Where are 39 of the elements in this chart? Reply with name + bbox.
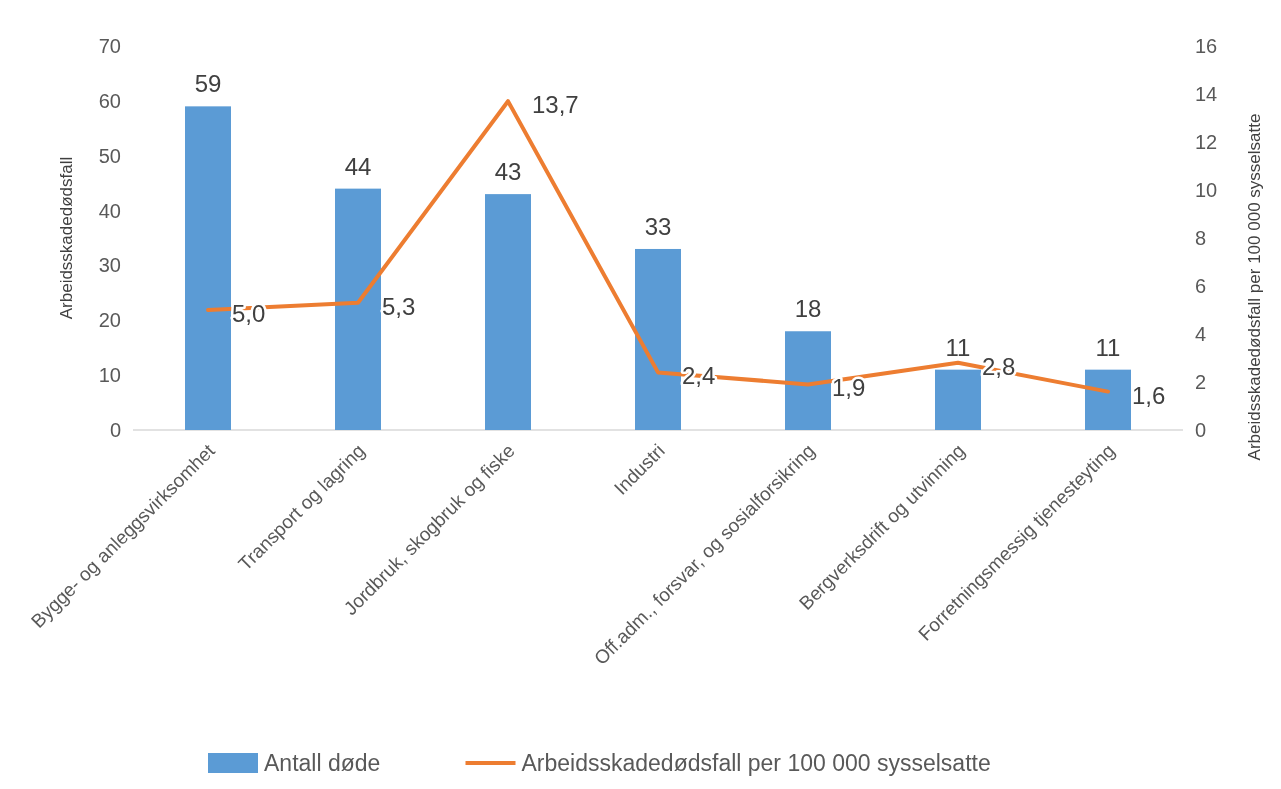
y2-tick-label: 10	[1195, 179, 1218, 201]
data-label: 11	[945, 333, 971, 361]
bar	[785, 331, 831, 430]
bar	[635, 248, 681, 430]
y-axis-title: Arbeidsskadedødsfall	[57, 156, 76, 320]
y2-tick-label: 8	[1195, 227, 1207, 249]
bar	[185, 106, 231, 430]
y-tick-label: 30	[98, 254, 121, 277]
y2-tick-label: 0	[1195, 419, 1207, 441]
y2-tick-label: 4	[1195, 323, 1207, 345]
data-label: 13,7	[532, 91, 579, 119]
y-tick-label: 20	[98, 309, 121, 332]
y2-tick-label: 14	[1195, 83, 1218, 105]
y-tick-label: 0	[109, 419, 121, 441]
data-label: 44	[344, 152, 372, 180]
bar	[335, 188, 381, 430]
y2-tick-label: 12	[1195, 131, 1218, 153]
y2-axis-title: Arbeidsskadedødsfall per 100 000 sysselsatte	[1245, 113, 1264, 461]
y-tick-label: 50	[98, 144, 121, 167]
bar	[1085, 369, 1131, 430]
data-label: 1,6	[1132, 381, 1166, 409]
y2-tick-label: 2	[1195, 371, 1207, 393]
y2-tick-label: 6	[1195, 275, 1207, 297]
bar	[485, 194, 531, 430]
y2-tick-label: 16	[1195, 35, 1218, 57]
legend-label: Antall døde	[264, 750, 381, 776]
data-label: 43	[494, 158, 522, 186]
y-tick-label: 60	[98, 89, 121, 112]
data-label: 5,3	[382, 292, 416, 320]
data-label: 11	[1095, 333, 1121, 361]
data-label: 59	[194, 70, 222, 98]
data-label: 18	[794, 295, 822, 323]
legend-label: Arbeidsskadedødsfall per 100 000 sysselsatte	[521, 750, 991, 776]
y-tick-label: 40	[98, 199, 121, 222]
data-label: 1,9	[832, 374, 866, 402]
data-label: 33	[644, 212, 672, 240]
y-tick-label: 70	[98, 35, 121, 57]
y-tick-label: 10	[98, 364, 121, 387]
bar	[935, 369, 981, 430]
